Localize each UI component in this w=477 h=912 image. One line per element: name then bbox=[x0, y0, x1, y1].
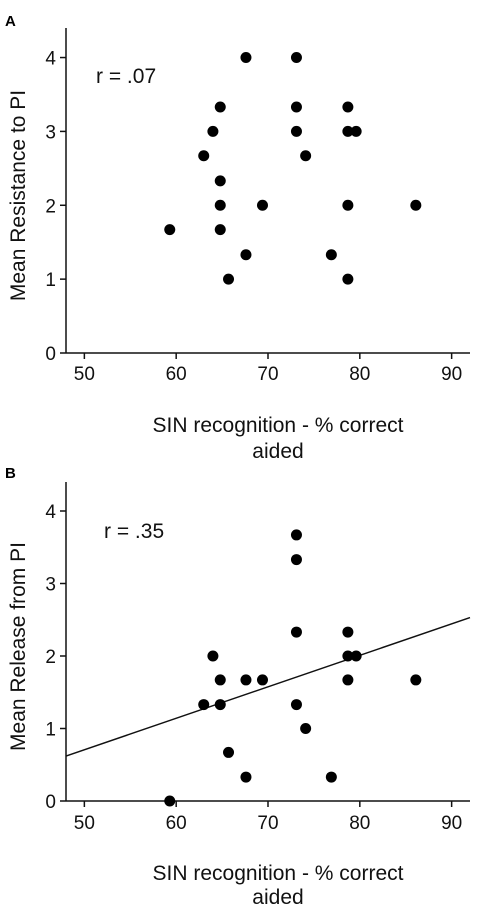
panel-a: A 0 1 2 3 4 50 60 70 80 90 SIN recognition - % corr… bbox=[5, 13, 470, 463]
x-tick-label: 90 bbox=[441, 364, 462, 385]
y-tick-label: 2 bbox=[45, 196, 56, 217]
data-point bbox=[240, 52, 252, 64]
x-tick-label: 60 bbox=[166, 364, 187, 385]
fit-line bbox=[65, 616, 471, 757]
data-point bbox=[342, 199, 354, 211]
data-point bbox=[342, 125, 354, 137]
data-point bbox=[207, 125, 219, 137]
data-point bbox=[300, 723, 312, 734]
data-point bbox=[350, 125, 362, 137]
data-point bbox=[240, 771, 252, 783]
data-point bbox=[342, 650, 354, 662]
data-point bbox=[290, 101, 302, 113]
data-point bbox=[256, 199, 268, 211]
data-point bbox=[198, 150, 210, 162]
x-axis-title: SIN recognition - % correct bbox=[153, 414, 404, 437]
y-axis-title: Mean Resistance to PI bbox=[7, 90, 30, 301]
data-point bbox=[214, 199, 226, 211]
x-tick-label: 90 bbox=[441, 813, 462, 834]
data-point bbox=[290, 52, 302, 64]
data-point bbox=[240, 249, 252, 261]
data-point bbox=[214, 175, 226, 187]
x-tick-label: 50 bbox=[74, 364, 95, 385]
data-point bbox=[214, 674, 226, 686]
data-point bbox=[350, 650, 362, 662]
data-point bbox=[325, 249, 337, 261]
data-point bbox=[410, 674, 422, 686]
x-tick-label: 80 bbox=[349, 364, 370, 385]
data-point bbox=[207, 650, 219, 662]
panel-letter: B bbox=[5, 465, 16, 482]
y-tick-label: 1 bbox=[45, 270, 56, 291]
panel-letter: A bbox=[5, 13, 16, 30]
data-point bbox=[342, 273, 354, 285]
x-axis-title: SIN recognition - % correct bbox=[153, 862, 404, 885]
y-tick-label: 3 bbox=[45, 575, 56, 596]
x-tick-label: 50 bbox=[74, 813, 95, 834]
y-tick-label: 0 bbox=[45, 792, 56, 813]
x-tick-label: 60 bbox=[166, 813, 187, 834]
data-point bbox=[290, 529, 302, 541]
data-point bbox=[214, 699, 226, 711]
y-tick-label: 2 bbox=[45, 647, 56, 668]
data-point bbox=[410, 199, 422, 211]
y-axis-title: Mean Release from PI bbox=[7, 542, 30, 751]
data-point bbox=[342, 101, 354, 113]
data-point bbox=[325, 771, 337, 783]
y-tick-label: 0 bbox=[45, 344, 56, 365]
data-point bbox=[290, 125, 302, 137]
data-point bbox=[214, 224, 226, 236]
x-tick-label: 70 bbox=[257, 364, 278, 385]
x-tick-label: 80 bbox=[349, 813, 370, 834]
data-point bbox=[214, 101, 226, 113]
data-point bbox=[290, 626, 302, 638]
data-point bbox=[342, 626, 354, 638]
correlation-annotation: r = .07 bbox=[96, 65, 156, 88]
data-point bbox=[164, 224, 176, 236]
y-tick-label: 4 bbox=[45, 502, 56, 523]
data-point bbox=[240, 674, 252, 686]
correlation-annotation: r = .35 bbox=[104, 520, 164, 543]
data-point bbox=[223, 746, 235, 758]
y-tick-label: 4 bbox=[45, 49, 56, 70]
data-point bbox=[290, 699, 302, 711]
x-axis-title-line2: aided bbox=[252, 440, 303, 463]
data-point bbox=[342, 674, 354, 686]
y-tick-label: 1 bbox=[45, 720, 56, 741]
data-point bbox=[223, 273, 235, 285]
x-axis-title-line2: aided bbox=[252, 886, 303, 909]
data-point bbox=[198, 699, 210, 711]
data-point bbox=[300, 150, 312, 162]
data-point bbox=[256, 674, 268, 686]
panel-b: B 0 1 2 3 4 50 60 70 80 90 SIN recognition - % corr… bbox=[5, 465, 471, 909]
x-tick-label: 70 bbox=[257, 813, 278, 834]
y-tick-label: 3 bbox=[45, 122, 56, 143]
data-point bbox=[290, 554, 302, 566]
data-point bbox=[164, 795, 176, 807]
